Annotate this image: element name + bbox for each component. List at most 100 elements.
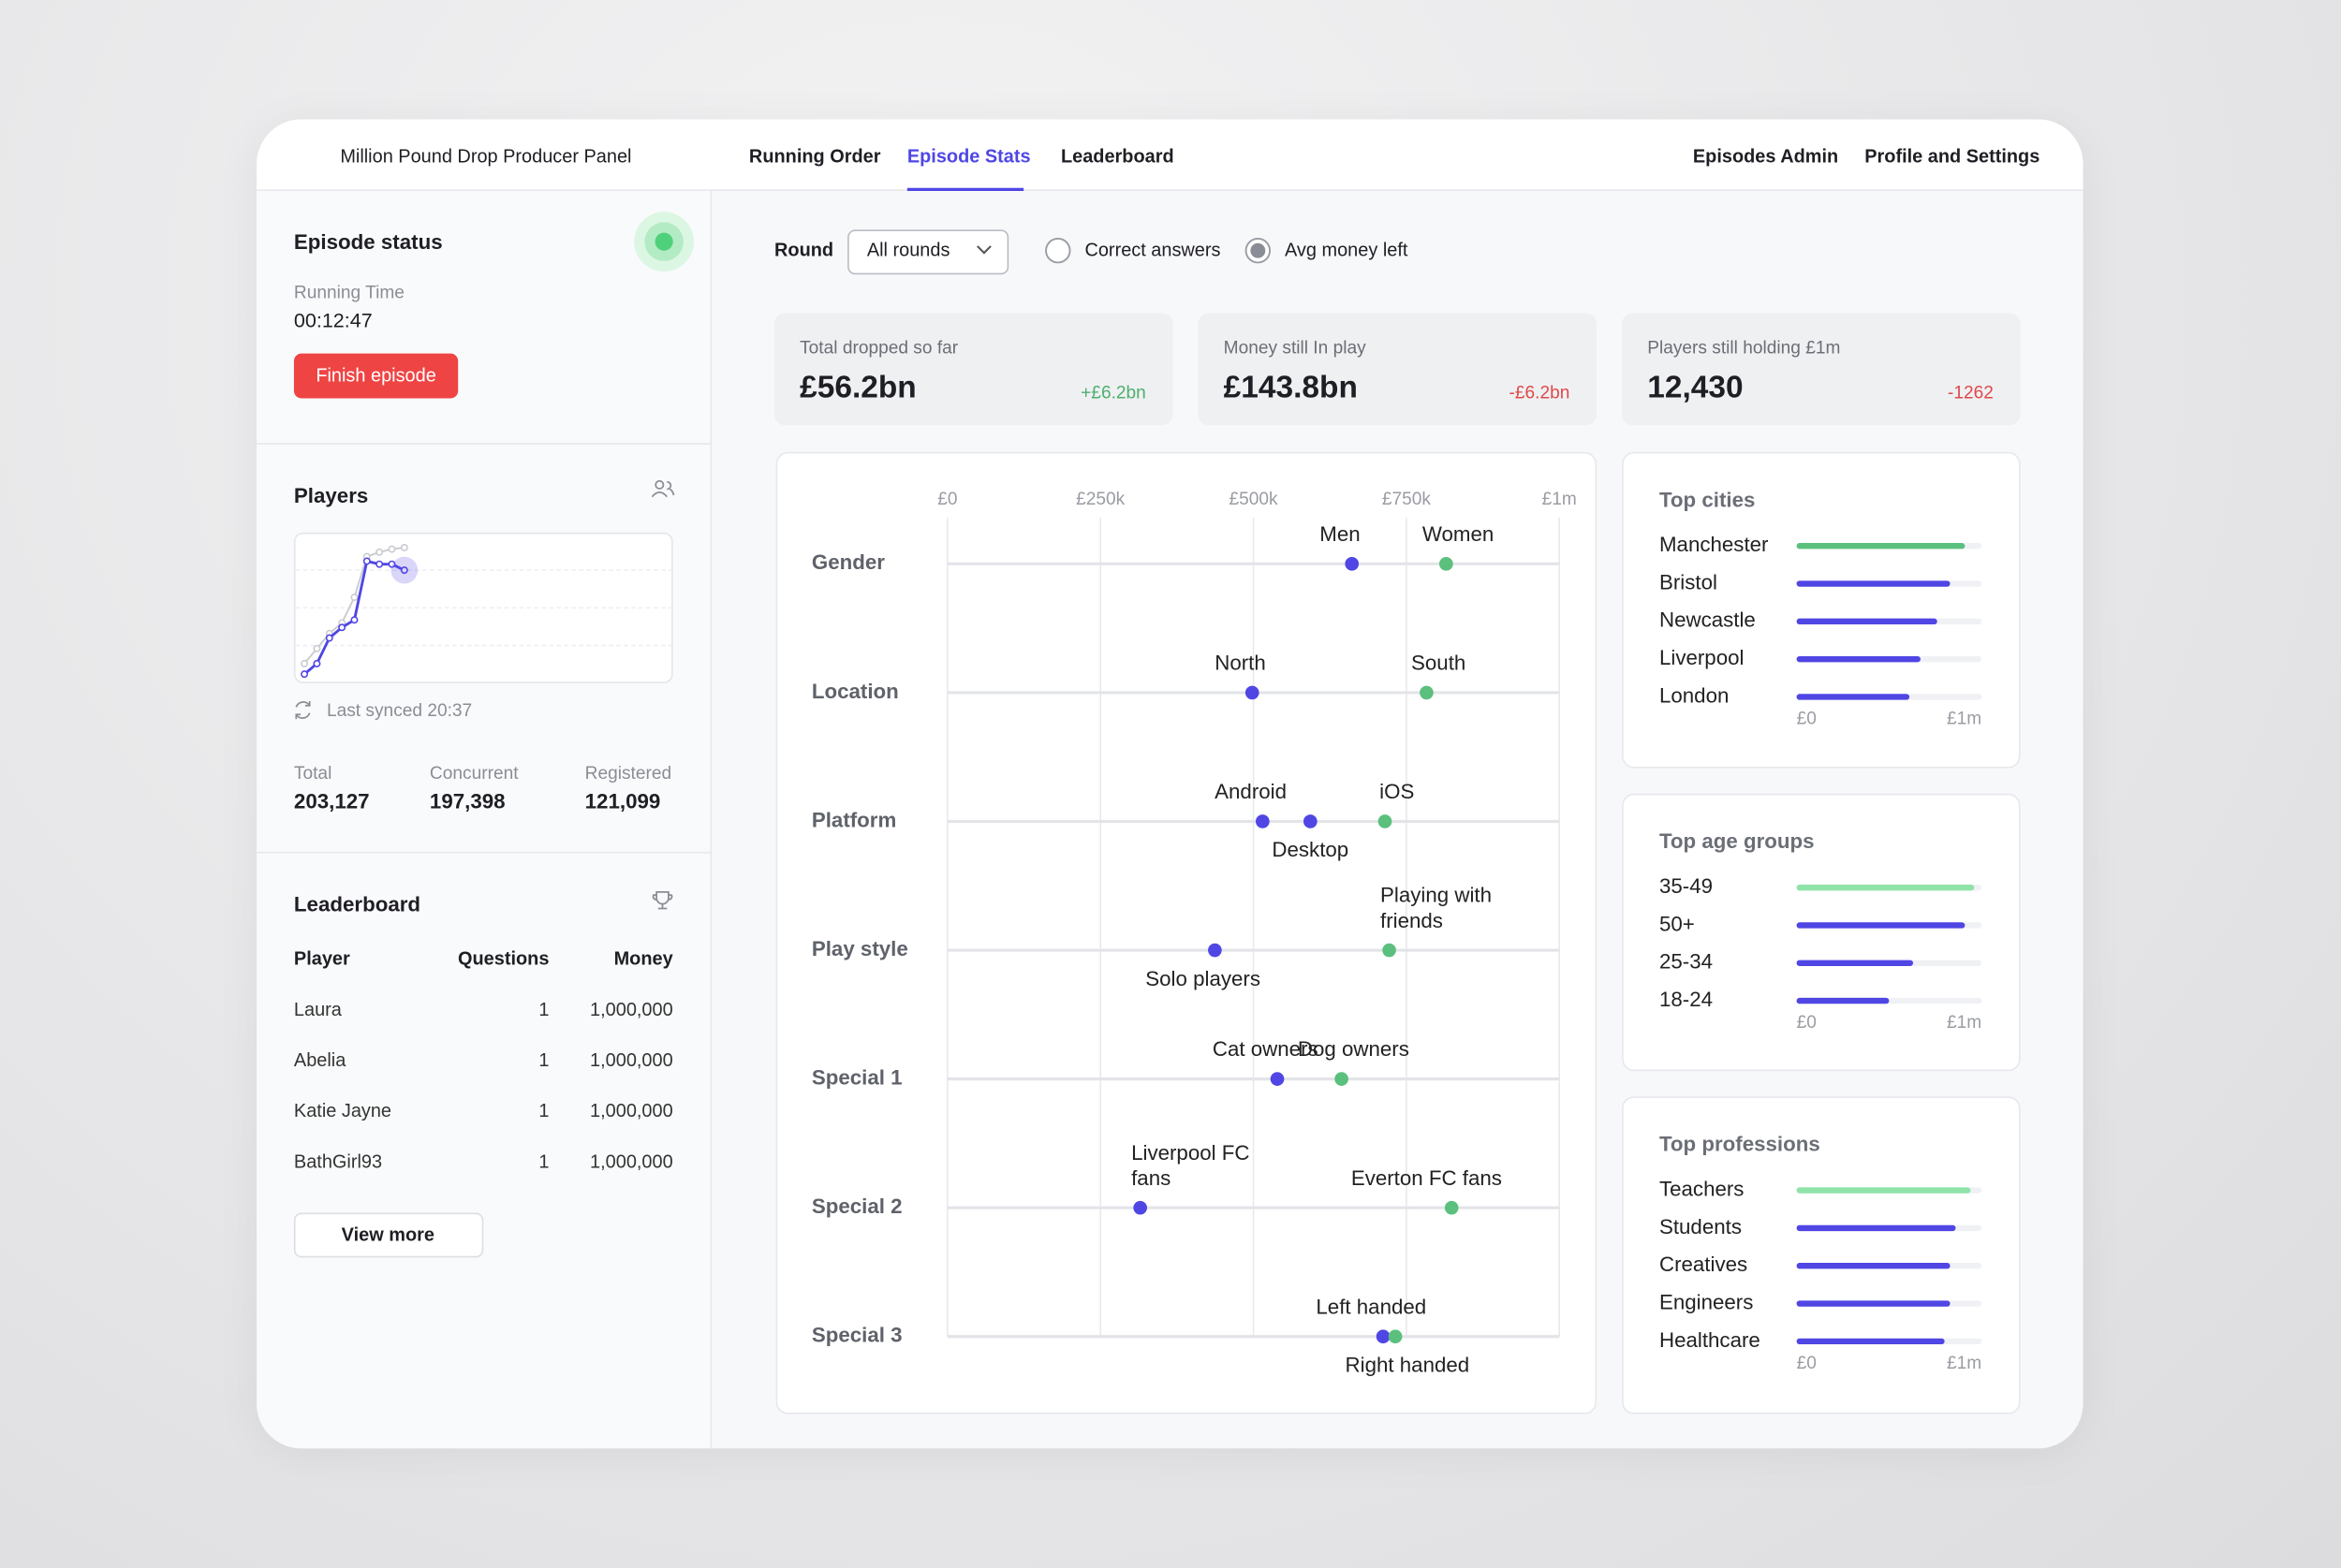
nav-item[interactable]: Leaderboard [1060, 145, 1174, 168]
kpi-card [1622, 313, 2021, 426]
radio-label[interactable]: Avg money left [1285, 240, 1408, 261]
players-icon [651, 479, 675, 498]
point-label: Dog owners [1298, 1037, 1409, 1061]
sync-icon [295, 700, 311, 720]
dot-plot-card [775, 451, 1597, 1414]
divider [257, 851, 713, 854]
point [388, 545, 396, 553]
round-select[interactable] [847, 229, 1009, 275]
point-label: Playing with friends [1380, 884, 1497, 932]
nav-item[interactable]: Running Order [748, 145, 881, 168]
x-tick-label: £750k [1382, 490, 1432, 509]
row-label: Gender [812, 550, 885, 574]
stat-label: Total [293, 762, 332, 784]
view-more-button[interactable] [293, 1212, 484, 1258]
point [313, 644, 321, 652]
dot [1388, 1329, 1403, 1344]
point [362, 557, 371, 565]
point-label: Men [1319, 522, 1360, 546]
bar [1796, 618, 1937, 625]
point [350, 593, 359, 602]
x-tick-label: £0 [937, 490, 957, 509]
dot [1334, 1072, 1348, 1086]
bar-label: 35-49 [1659, 874, 1713, 898]
dot [1345, 557, 1360, 571]
kpi-label: Money still In play [1223, 337, 1366, 359]
bar [1796, 655, 1921, 663]
nav-item[interactable]: Episodes Admin [1692, 145, 1839, 168]
point-label: Android [1215, 780, 1287, 803]
bar-label: Healthcare [1659, 1328, 1760, 1352]
card-title: Top cities [1659, 488, 1755, 511]
radio-selected [1250, 242, 1266, 258]
column-header: Player [293, 948, 350, 970]
kpi-value: £143.8bn [1223, 370, 1358, 405]
x-tick-label: £0 [1797, 709, 1817, 728]
list-card [1622, 1096, 2021, 1414]
row-label: Platform [812, 808, 896, 831]
kpi-card [774, 313, 1173, 426]
x-tick-label: £500k [1229, 490, 1279, 509]
point-highlight [390, 556, 419, 584]
chevron [977, 245, 992, 255]
cell: Laura [293, 999, 342, 1020]
radio-label[interactable]: Correct answers [1084, 240, 1221, 261]
point-label: iOS [1379, 780, 1414, 803]
bar-label: 18-24 [1659, 988, 1713, 1011]
cell: Abelia [293, 1049, 346, 1071]
finish-button[interactable] [293, 353, 459, 399]
card-title: Top professions [1659, 1133, 1820, 1156]
kpi-label: Total dropped so far [800, 337, 959, 359]
cell: BathGirl93 [293, 1150, 383, 1173]
bar [1796, 543, 1966, 550]
kpi-card [1198, 313, 1597, 426]
bar-label: Liverpool [1659, 646, 1744, 669]
dot [1439, 557, 1453, 571]
bar-label: 50+ [1659, 912, 1695, 935]
dot [1256, 814, 1270, 828]
kpi-delta: -£6.2bn [1509, 381, 1570, 403]
point [375, 548, 384, 556]
bar [1796, 694, 1910, 700]
radio[interactable] [1045, 238, 1071, 264]
x-tick-label: £1m [1947, 709, 1981, 728]
nav-item[interactable]: Profile and Settings [1864, 145, 2040, 168]
section-title: Leaderboard [293, 891, 421, 916]
dot [1270, 1072, 1285, 1086]
stat-label: Registered [584, 762, 672, 784]
dot [1377, 814, 1392, 828]
nav-item[interactable]: Episode Stats [906, 145, 1031, 168]
point-label: North [1215, 652, 1266, 675]
stat-value: 197,398 [429, 788, 506, 813]
dot [1444, 1200, 1459, 1215]
button-label[interactable]: Finish episode [316, 365, 436, 387]
point [388, 560, 396, 568]
stat-value: 203,127 [293, 788, 370, 813]
row-label: Special 3 [812, 1324, 903, 1347]
app-title: Million Pound Drop Producer Panel [340, 145, 632, 168]
point [338, 623, 346, 632]
row-label: Location [812, 680, 899, 703]
cell: 1,000,000 [590, 999, 673, 1020]
bar-label: Manchester [1659, 533, 1769, 556]
cell: 1 [538, 1049, 550, 1071]
cell: 1,000,000 [590, 1150, 673, 1173]
list-card [1622, 451, 2021, 769]
point-label: Solo players [1145, 967, 1260, 990]
kpi-delta: +£6.2bn [1081, 381, 1146, 403]
dot [1244, 685, 1259, 700]
point [400, 566, 408, 575]
cell: 1 [538, 1150, 550, 1173]
bar [1796, 1224, 1956, 1232]
cell: 1 [538, 999, 550, 1020]
trophy-icon [652, 891, 673, 910]
button-label[interactable]: View more [341, 1224, 434, 1246]
bar-label: London [1659, 683, 1729, 707]
select-value[interactable]: All rounds [866, 240, 950, 261]
row-label: Play style [812, 937, 908, 960]
kpi-delta: -1262 [1947, 381, 1994, 403]
dot [1208, 943, 1222, 958]
bar-label: Creatives [1659, 1253, 1747, 1276]
